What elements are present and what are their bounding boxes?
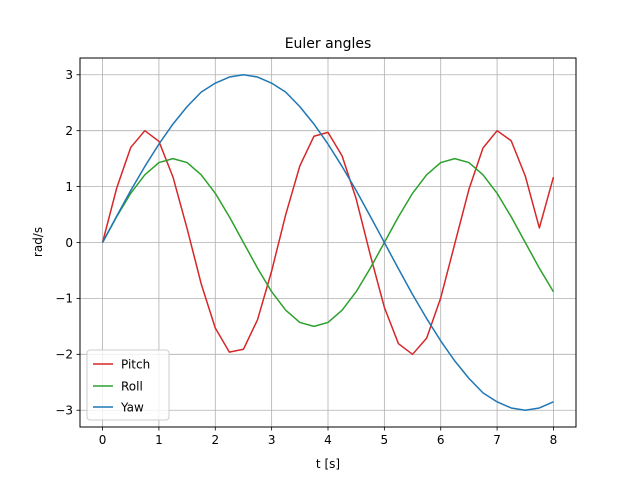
y-tick-label: 1 — [65, 180, 73, 194]
axis-ticks: 0 1 2 3 4 5 6 7 8 −3 −2 −1 0 1 2 3 — [55, 68, 557, 447]
x-tick-label: 5 — [381, 433, 389, 447]
series-line-roll — [101, 157, 555, 328]
x-tick-label: 0 — [99, 433, 107, 447]
y-tick-label: −1 — [55, 292, 73, 306]
legend: Pitch Roll Yaw — [86, 349, 170, 421]
series-line-pitch — [101, 129, 555, 356]
x-tick-label: 2 — [211, 433, 219, 447]
x-tick-label: 3 — [268, 433, 276, 447]
x-tick-label: 7 — [493, 433, 501, 447]
legend-label-yaw: Yaw — [120, 401, 144, 415]
y-tick-label: −3 — [55, 404, 73, 418]
x-tick-label: 1 — [155, 433, 163, 447]
x-tick-label: 4 — [324, 433, 332, 447]
grid — [80, 58, 576, 427]
series-line-yaw — [101, 74, 554, 411]
x-tick-label: 6 — [437, 433, 445, 447]
chart-title: Euler angles — [285, 36, 372, 52]
series-lines — [101, 74, 555, 411]
y-tick-label: −2 — [55, 348, 73, 362]
legend-label-roll: Roll — [121, 380, 143, 394]
legend-box — [86, 349, 170, 421]
x-tick-label: 8 — [550, 433, 558, 447]
legend-label-pitch: Pitch — [121, 358, 150, 372]
y-axis-label: rad/s — [31, 227, 45, 257]
y-tick-label: 2 — [65, 124, 73, 138]
x-axis-label: t [s] — [316, 457, 340, 471]
y-tick-label: 0 — [65, 236, 73, 250]
y-tick-label: 3 — [65, 68, 73, 82]
